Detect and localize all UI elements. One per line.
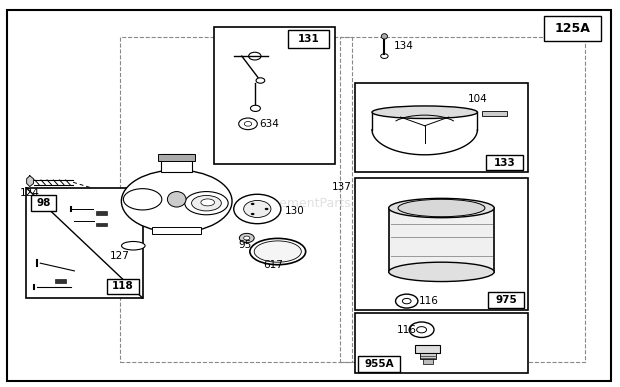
Ellipse shape <box>123 188 162 210</box>
Ellipse shape <box>185 192 228 215</box>
Text: 98: 98 <box>36 198 51 208</box>
Text: 975: 975 <box>495 295 517 305</box>
Bar <box>96 211 107 215</box>
Bar <box>161 154 192 172</box>
Text: 116: 116 <box>397 325 417 335</box>
Bar <box>482 111 507 116</box>
Ellipse shape <box>389 198 494 217</box>
Ellipse shape <box>250 238 306 265</box>
Ellipse shape <box>201 199 215 206</box>
Bar <box>152 227 202 234</box>
Circle shape <box>244 236 250 240</box>
Text: 116: 116 <box>419 296 439 306</box>
Circle shape <box>244 200 271 217</box>
Circle shape <box>265 208 268 210</box>
Ellipse shape <box>398 199 485 217</box>
Bar <box>107 279 139 294</box>
Bar <box>55 279 66 283</box>
Bar <box>544 16 601 41</box>
Ellipse shape <box>122 241 145 250</box>
Bar <box>340 37 585 362</box>
Bar <box>26 188 143 298</box>
Bar <box>120 37 352 362</box>
Text: 95: 95 <box>238 240 252 250</box>
Bar <box>486 155 523 170</box>
Bar <box>358 356 400 372</box>
Text: 955A: 955A <box>364 359 394 369</box>
Circle shape <box>239 233 254 243</box>
Ellipse shape <box>389 262 494 282</box>
Text: ReplacementParts.com: ReplacementParts.com <box>237 197 383 210</box>
Ellipse shape <box>372 106 477 118</box>
Text: 137: 137 <box>332 182 352 192</box>
Circle shape <box>250 213 254 215</box>
Text: 104: 104 <box>467 94 487 104</box>
Bar <box>214 27 335 164</box>
Text: 617: 617 <box>263 260 283 270</box>
Text: 127: 127 <box>110 251 130 261</box>
Text: 118: 118 <box>112 281 134 291</box>
Ellipse shape <box>122 170 232 233</box>
Bar <box>488 292 524 308</box>
Ellipse shape <box>192 195 221 211</box>
Bar <box>423 359 433 364</box>
Bar <box>96 223 107 226</box>
Bar <box>355 83 528 172</box>
Text: 131: 131 <box>298 34 319 44</box>
Circle shape <box>234 194 281 224</box>
Text: 134: 134 <box>394 41 414 51</box>
Text: 634: 634 <box>259 119 279 129</box>
Bar <box>31 195 56 211</box>
Ellipse shape <box>167 192 186 207</box>
Circle shape <box>250 203 254 205</box>
Ellipse shape <box>254 241 301 262</box>
Bar <box>415 345 440 353</box>
Bar <box>158 154 195 161</box>
Bar <box>420 353 436 359</box>
Text: 124: 124 <box>20 188 40 198</box>
Bar <box>355 313 528 373</box>
Bar <box>389 208 494 272</box>
Polygon shape <box>27 176 33 187</box>
Text: 133: 133 <box>494 158 516 168</box>
Ellipse shape <box>381 34 388 39</box>
Text: 130: 130 <box>285 206 305 216</box>
Bar <box>288 30 329 48</box>
Text: 125A: 125A <box>555 22 591 35</box>
Bar <box>355 178 528 310</box>
